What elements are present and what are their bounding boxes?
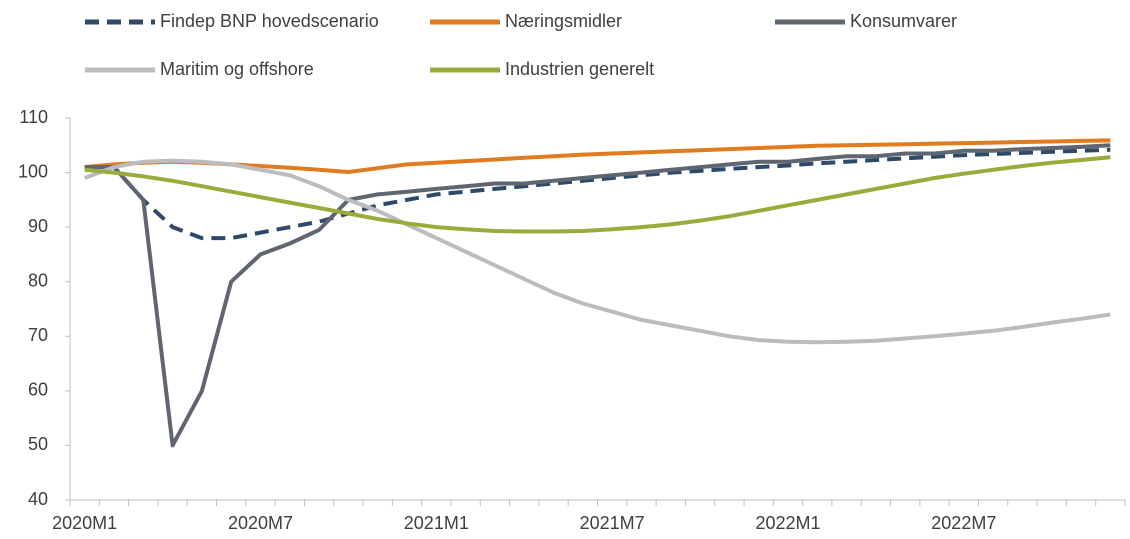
x-tick-label: 2021M7 bbox=[580, 513, 645, 533]
legend-label: Maritim og offshore bbox=[160, 59, 314, 79]
y-tick-label: 90 bbox=[28, 216, 48, 236]
y-tick-label: 110 bbox=[19, 107, 48, 127]
series-line bbox=[84, 155, 1111, 234]
y-tick-label: 80 bbox=[28, 270, 48, 290]
y-tick-label: 40 bbox=[28, 489, 48, 509]
x-tick-label: 2021M1 bbox=[404, 513, 469, 533]
x-tick-label: 2020M7 bbox=[228, 513, 293, 533]
series-line bbox=[84, 143, 1111, 448]
x-tick-label: 2022M1 bbox=[755, 513, 820, 533]
legend-label: Næringsmidler bbox=[505, 11, 622, 31]
x-tick-label: 2020M1 bbox=[52, 513, 117, 533]
y-tick-label: 50 bbox=[28, 434, 48, 454]
x-tick-label: 2022M7 bbox=[931, 513, 996, 533]
y-tick-label: 70 bbox=[28, 325, 48, 345]
legend-label: Findep BNP hovedscenario bbox=[160, 11, 379, 31]
y-tick-label: 100 bbox=[18, 161, 48, 181]
series-line bbox=[84, 138, 1111, 174]
y-tick-label: 60 bbox=[28, 380, 48, 400]
series-line bbox=[84, 147, 1111, 241]
series-line bbox=[84, 158, 1111, 345]
legend-label: Konsumvarer bbox=[850, 11, 957, 31]
legend-label: Industrien generelt bbox=[505, 59, 654, 79]
